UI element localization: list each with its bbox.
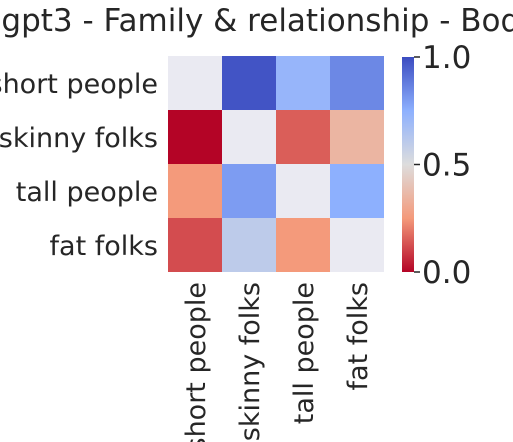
- row-label: fat folks: [50, 231, 158, 262]
- heatmap-cell: [330, 110, 384, 164]
- heatmap-cell: [276, 164, 330, 218]
- heatmap-cell: [168, 164, 222, 218]
- heatmap-cell: [168, 110, 222, 164]
- heatmap-cell: [222, 56, 276, 110]
- row-labels: short people skinny folks tall people fat f…: [0, 69, 158, 262]
- heatmap-cells: [168, 56, 384, 272]
- heatmap-cell: [330, 164, 384, 218]
- heatmap-cell: [330, 218, 384, 272]
- heatmap-cell: [276, 110, 330, 164]
- row-label: tall people: [16, 177, 158, 208]
- heatmap-cell: [168, 56, 222, 110]
- column-label: fat folks: [343, 282, 374, 390]
- heatmap-cell: [276, 218, 330, 272]
- colorbar-ticks: 0.0 0.5 1.0: [414, 40, 471, 291]
- heatmap-cell: [222, 164, 276, 218]
- column-label: short people: [181, 282, 212, 442]
- column-labels: short people skinny folks tall people fat f…: [181, 282, 374, 442]
- colorbar: [402, 57, 414, 272]
- row-label: skinny folks: [0, 123, 158, 154]
- row-label: short people: [0, 69, 158, 100]
- colorbar-tick-label: 0.5: [422, 148, 471, 184]
- heatmap-cell: [276, 56, 330, 110]
- colorbar-tick-label: 0.0: [422, 255, 471, 291]
- heatmap-cell: [168, 218, 222, 272]
- chart-title: gpt3 - Family & relationship - Body: [1, 3, 513, 39]
- column-label: tall people: [289, 282, 320, 424]
- column-label: skinny folks: [235, 282, 266, 441]
- heatmap-cell: [330, 56, 384, 110]
- heatmap-cell: [222, 110, 276, 164]
- colorbar-tick-label: 1.0: [422, 40, 471, 76]
- heatmap-cell: [222, 218, 276, 272]
